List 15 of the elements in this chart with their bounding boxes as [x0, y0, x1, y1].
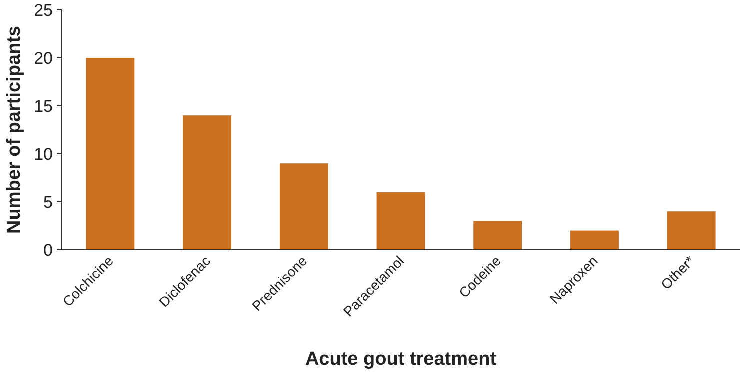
- y-tick-label: 15: [34, 96, 53, 116]
- y-tick-label: 20: [34, 48, 53, 68]
- bar: [183, 116, 232, 250]
- y-tick-label: 25: [34, 0, 53, 20]
- y-tick-label: 0: [44, 240, 53, 260]
- y-tick-label: 5: [44, 192, 53, 212]
- bar: [474, 221, 522, 250]
- x-axis-title: Acute gout treatment: [305, 349, 498, 370]
- bar: [376, 192, 426, 250]
- y-tick-label: 10: [34, 144, 53, 164]
- y-axis-title: Number of participants: [4, 26, 25, 234]
- bar: [86, 58, 135, 250]
- bar: [667, 212, 716, 250]
- bar: [280, 164, 328, 250]
- bar: [570, 230, 619, 250]
